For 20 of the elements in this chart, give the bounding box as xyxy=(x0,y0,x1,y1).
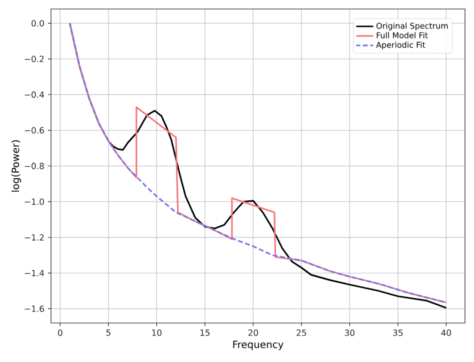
y-tick-label: −1.4 xyxy=(24,270,44,276)
x-tick-label: 25 xyxy=(296,330,306,336)
y-tick-label: −1.6 xyxy=(24,306,44,312)
y-tick-label: −1.2 xyxy=(24,234,44,241)
y-tick-label: −0.4 xyxy=(24,91,44,98)
x-tick-label: 40 xyxy=(441,330,452,336)
y-axis-title: log(Power) xyxy=(11,140,22,192)
y-tick-label: 0.0 xyxy=(32,20,44,26)
x-tick-label: 5 xyxy=(106,330,110,336)
x-tick-label: 0 xyxy=(58,330,62,336)
x-tick-label: 30 xyxy=(344,330,355,336)
x-tick-label: 35 xyxy=(393,330,403,336)
y-tick-label: −1.0 xyxy=(24,198,44,205)
y-tick-label: −0.8 xyxy=(24,162,44,170)
y-tick-label: −0.2 xyxy=(24,56,44,62)
x-tick-label: 10 xyxy=(152,330,162,336)
x-tick-label: 20 xyxy=(248,330,258,336)
x-axis-title: Frequency xyxy=(233,340,284,350)
x-tick-label: 15 xyxy=(200,330,210,336)
y-tick-label: −0.6 xyxy=(24,127,44,134)
